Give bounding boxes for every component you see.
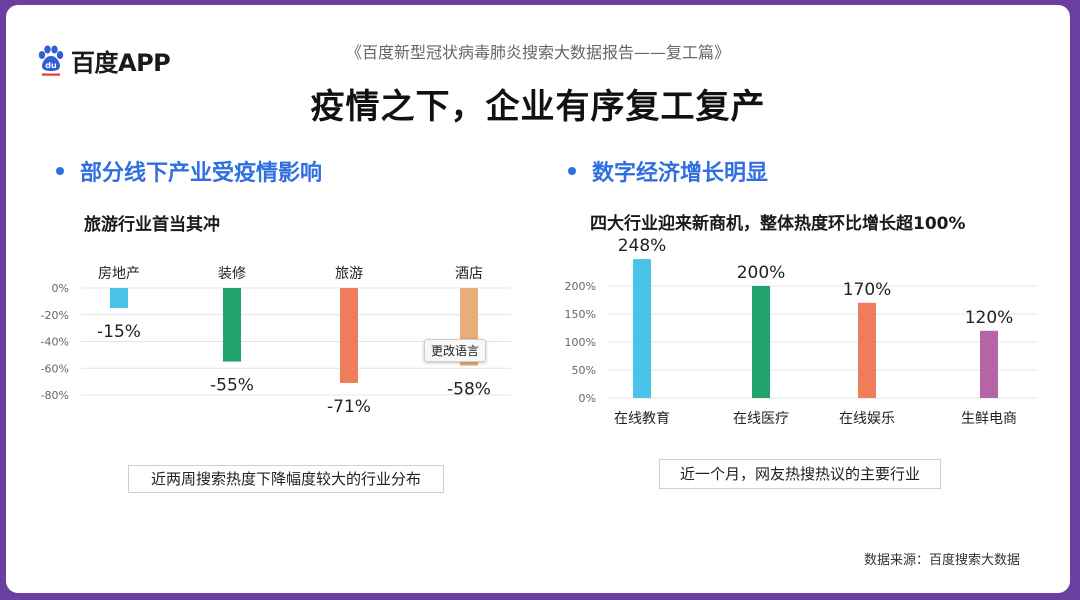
y-tick-label: -80%: [41, 389, 69, 402]
data-label: -55%: [210, 376, 254, 396]
category-label: 生鲜电商: [961, 411, 1017, 427]
left-subheading: 旅游行业首当其冲: [84, 215, 220, 235]
y-tick-label: 150%: [565, 308, 596, 321]
baidu-paw-icon: du: [38, 45, 64, 76]
y-tick-label: -20%: [41, 309, 69, 322]
category-label: 在线医疗: [733, 411, 789, 427]
y-tick-label: -40%: [41, 336, 69, 349]
category-label: 房地产: [98, 266, 140, 282]
data-label: -15%: [97, 322, 141, 342]
y-tick-label: 50%: [572, 364, 596, 377]
bar: [633, 259, 651, 398]
left-heading-text: 部分线下产业受疫情影响: [80, 161, 323, 186]
growth-bar-chart: 0% 50% 100% 150% 200% 在线教育 248% 在线医疗 200% 在线娱乐 170…: [565, 236, 1036, 427]
paw-letters: du: [45, 61, 57, 70]
right-heading-text: 数字经济增长明显: [592, 161, 769, 186]
y-tick-label: 200%: [565, 280, 596, 293]
data-label: 170%: [843, 280, 892, 300]
category-label: 旅游: [335, 266, 363, 282]
bar: [858, 302, 876, 398]
change-language-tooltip[interactable]: 更改语言: [424, 339, 487, 362]
bullet-dot: [568, 167, 576, 175]
right-chart-caption: 近一个月，网友热搜热议的主要行业: [659, 459, 941, 489]
bar: [752, 286, 770, 398]
category-label: 在线娱乐: [839, 411, 895, 427]
right-subheading: 四大行业迎来新商机，整体热度环比增长超100%: [590, 214, 966, 234]
bar: [980, 330, 998, 398]
data-label: 200%: [737, 263, 786, 283]
data-label: -58%: [447, 380, 491, 400]
data-label: 248%: [618, 236, 667, 256]
y-tick-label: 0%: [579, 392, 596, 405]
left-section-heading: 部分线下产业受疫情影响: [56, 155, 322, 187]
y-tick-label: 0%: [52, 282, 69, 295]
category-label: 在线教育: [614, 411, 670, 427]
bullet-dot: [56, 167, 64, 175]
page-title: 疫情之下，企业有序复工复产: [310, 87, 766, 127]
category-label: 酒店: [455, 266, 483, 282]
data-label: 120%: [965, 308, 1014, 328]
left-chart-caption: 近两周搜索热度下降幅度较大的行业分布: [128, 465, 444, 493]
bar: [223, 288, 241, 362]
category-label: 装修: [218, 266, 246, 282]
bar: [340, 288, 358, 383]
slide: du 百度APP 《百度新型冠状病毒肺炎搜索大数据报告——复工篇》 疫情之下，企…: [6, 5, 1070, 593]
baidu-logo: du 百度APP: [38, 43, 171, 78]
data-source: 数据来源：百度搜索大数据: [863, 553, 1020, 568]
report-title: 《百度新型冠状病毒肺炎搜索大数据报告——复工篇》: [345, 43, 730, 62]
right-section-heading: 数字经济增长明显: [568, 155, 768, 187]
y-tick-label: 100%: [565, 336, 596, 349]
bar: [110, 288, 128, 309]
logo-text: 百度APP: [71, 49, 171, 77]
y-tick-label: -60%: [41, 362, 69, 375]
data-label: -71%: [327, 397, 371, 417]
